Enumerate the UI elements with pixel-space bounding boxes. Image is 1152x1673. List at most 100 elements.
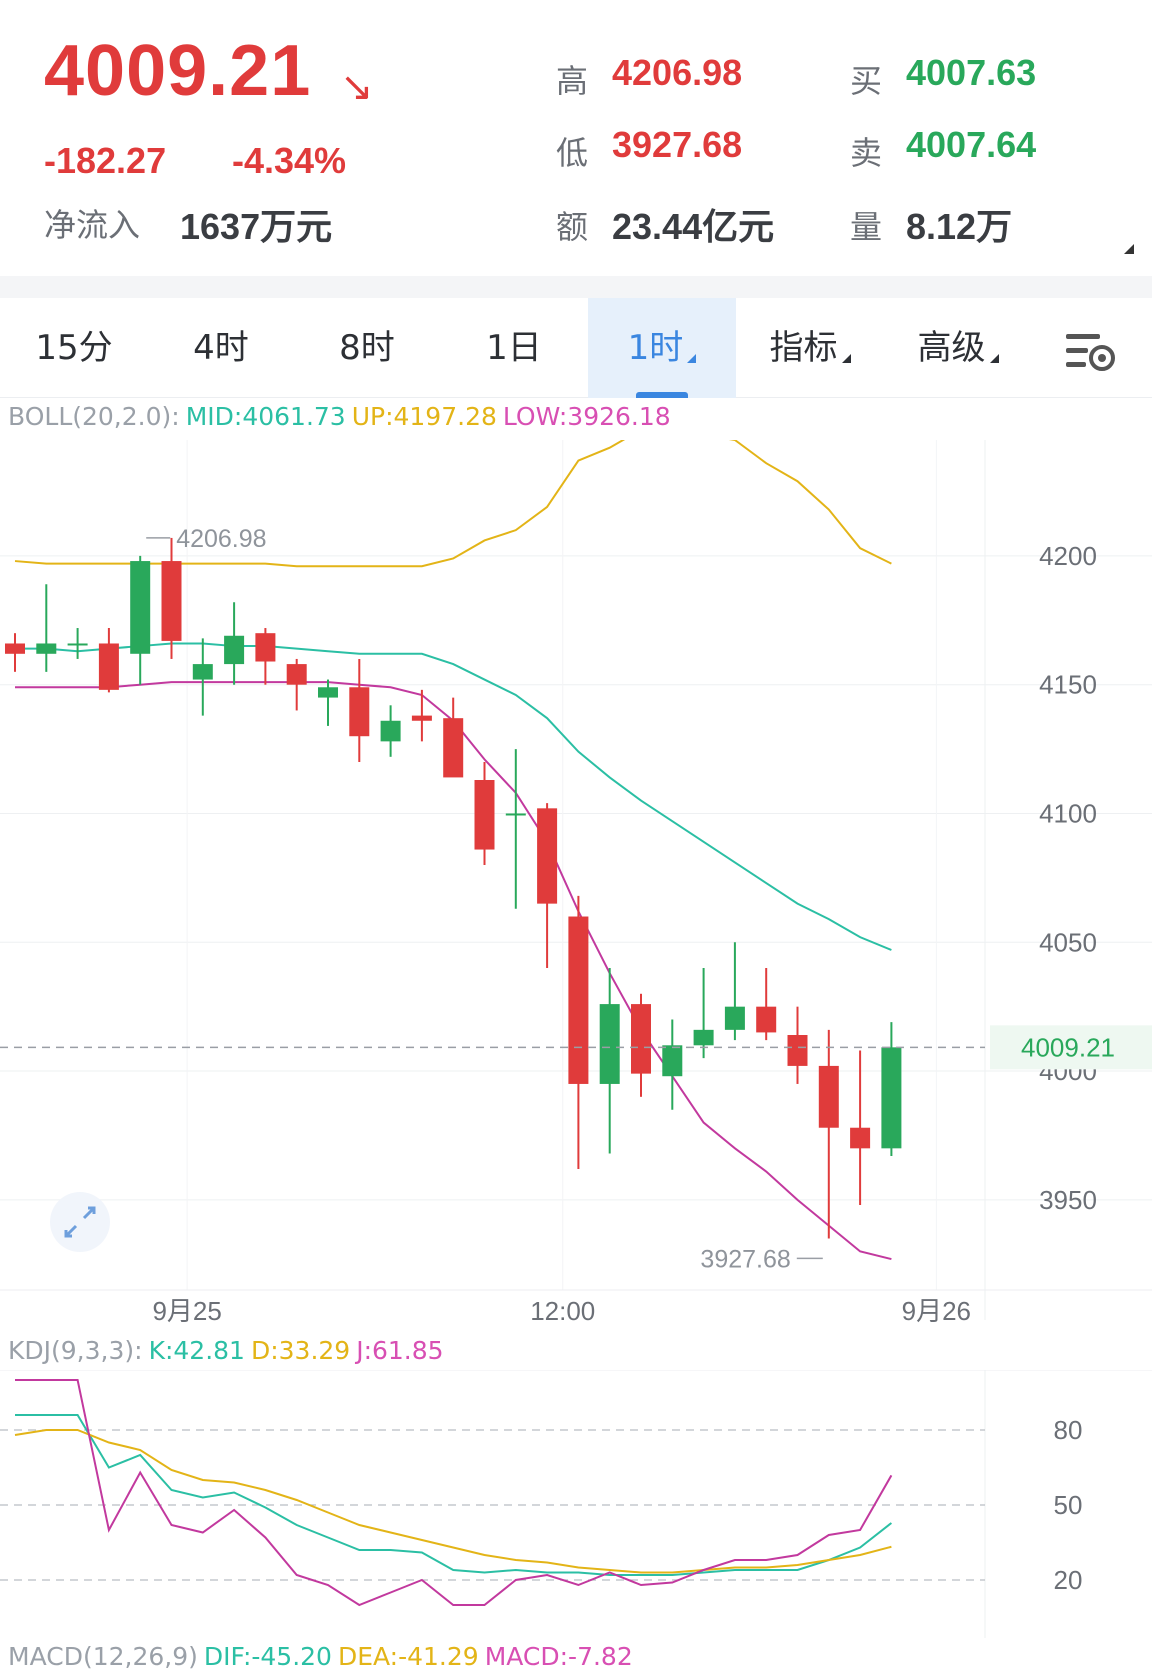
net-inflow-value: 1637万元 <box>180 206 333 247</box>
volume-value: 8.12万 <box>906 206 1013 247</box>
kdj-d-line <box>14 1429 892 1574</box>
candle-body <box>881 1047 902 1149</box>
y-tick-label: 4050 <box>1039 927 1097 957</box>
candle-body <box>224 635 245 665</box>
kdj-j: J:61.85 <box>356 1336 444 1365</box>
candle-body <box>599 1004 620 1084</box>
tab-4h[interactable]: 4时 <box>193 328 249 368</box>
candle-body <box>36 643 57 654</box>
candle-body <box>98 643 119 690</box>
candle-body <box>67 643 88 646</box>
boll-legend: BOLL(20,2.0): MID:4061.73 UP:4197.28 LOW:39… <box>8 402 677 431</box>
candle-body <box>349 687 370 737</box>
tab-1h[interactable]: 1时 <box>588 298 736 398</box>
active-tab-indicator <box>636 392 688 398</box>
kdj-name: KDJ(9,3,3): <box>8 1336 143 1365</box>
kdj-chart[interactable]: 80 50 20 <box>0 1370 1152 1638</box>
section-divider <box>0 276 1152 298</box>
dropdown-caret-icon <box>687 354 697 363</box>
kdj-d: D:33.29 <box>250 1336 351 1365</box>
boll-up-line <box>14 440 892 568</box>
candle-body <box>161 561 182 641</box>
y-tick-label: 3950 <box>1039 1185 1097 1215</box>
high-value: 4206.98 <box>612 52 743 93</box>
x-tick-label: 9月25 <box>152 1296 221 1326</box>
candle-body <box>850 1127 871 1149</box>
low-value: 3927.68 <box>612 124 743 165</box>
candle-body <box>286 664 307 685</box>
down-arrow-icon: ↘ <box>340 64 374 110</box>
ask-value: 4007.64 <box>906 124 1037 165</box>
candle-body <box>537 808 558 904</box>
last-price: 4009.21 <box>44 31 312 111</box>
candle-body <box>505 813 526 816</box>
tab-indicators[interactable]: 指标 <box>736 298 884 398</box>
candle-body <box>130 561 151 654</box>
current-price-tag: 4009.21 <box>1021 1032 1115 1062</box>
dropdown-caret-icon <box>989 354 999 363</box>
tab-advanced[interactable]: 高级 <box>884 298 1032 398</box>
dropdown-caret-icon <box>841 354 851 363</box>
price-change: -182.27 <box>44 140 167 181</box>
candle-body <box>724 1006 745 1030</box>
tab-1d[interactable]: 1日 <box>486 328 542 368</box>
low-marker-label: 3927.68 <box>700 1245 790 1273</box>
macd-name: MACD(12,26,9) <box>8 1642 198 1671</box>
amount-value: 23.44亿元 <box>612 206 775 247</box>
x-tick-label: 9月26 <box>902 1296 971 1326</box>
candle-body <box>5 643 25 654</box>
kdj-legend: KDJ(9,3,3): K:42.81 D:33.29 J:61.85 <box>8 1336 450 1365</box>
quote-header: 4009.21 ↘ -182.27 -4.34% 净流入 1637万元 高 42… <box>0 0 1152 276</box>
high-label: 高 <box>556 62 589 100</box>
macd-value: MACD:-7.82 <box>484 1642 633 1671</box>
boll-name: BOLL(20,2.0): <box>8 402 180 431</box>
candle-body <box>255 633 276 662</box>
macd-dea: DEA:-41.29 <box>337 1642 479 1671</box>
boll-low: LOW:3926.18 <box>502 402 671 431</box>
y-tick-label: 4100 <box>1039 798 1097 828</box>
boll-up: UP:4197.28 <box>351 402 497 431</box>
net-inflow-label: 净流入 <box>44 206 141 244</box>
candle-body <box>693 1029 714 1046</box>
x-tick-label: 12:00 <box>530 1296 595 1326</box>
candle-body <box>756 1006 777 1033</box>
boll-mid: MID:4061.73 <box>185 402 346 431</box>
period-tabs: 15分 4时 8时 1日 1时 指标 高级 <box>0 298 1152 398</box>
kdj-k-line <box>15 1414 893 1576</box>
macd-legend: MACD(12,26,9) DIF:-45.20 DEA:-41.29 MACD:-7… <box>8 1642 639 1671</box>
kdj-y-tick-label: 20 <box>1054 1565 1083 1595</box>
candle-body <box>380 720 401 742</box>
candle-body <box>568 916 589 1084</box>
candle-body <box>443 718 464 778</box>
expand-corner-icon[interactable] <box>1124 244 1134 254</box>
low-label: 低 <box>556 134 589 172</box>
bid-label: 买 <box>850 62 883 100</box>
y-tick-label: 4200 <box>1039 541 1097 571</box>
amount-label: 额 <box>556 208 589 246</box>
candle-body <box>411 715 432 721</box>
candle-body <box>818 1065 839 1128</box>
volume-label: 量 <box>850 208 883 246</box>
candle-body <box>787 1035 808 1066</box>
current-price-tag-bg <box>990 1025 1152 1070</box>
candle-body <box>474 780 495 850</box>
price-change-pct: -4.34% <box>232 140 347 181</box>
y-tick-label: 4150 <box>1039 670 1097 700</box>
tab-8h[interactable]: 8时 <box>339 328 395 368</box>
bid-value: 4007.63 <box>906 52 1037 93</box>
candle-body <box>192 664 213 680</box>
kdj-k: K:42.81 <box>148 1336 245 1365</box>
boll-mid-line <box>15 642 892 951</box>
candle-body <box>631 1004 651 1074</box>
macd-dif: DIF:-45.20 <box>203 1642 332 1671</box>
high-marker-label: 4206.98 <box>176 525 266 553</box>
ask-label: 卖 <box>850 134 883 172</box>
kdj-j-line <box>15 1379 893 1607</box>
tab-15min[interactable]: 15分 <box>35 328 113 368</box>
fullscreen-icon[interactable] <box>50 1192 110 1252</box>
candle-body <box>318 687 338 698</box>
chart-settings-icon[interactable] <box>1064 330 1116 374</box>
kdj-y-tick-label: 50 <box>1054 1490 1083 1520</box>
kdj-y-tick-label: 80 <box>1054 1415 1083 1445</box>
